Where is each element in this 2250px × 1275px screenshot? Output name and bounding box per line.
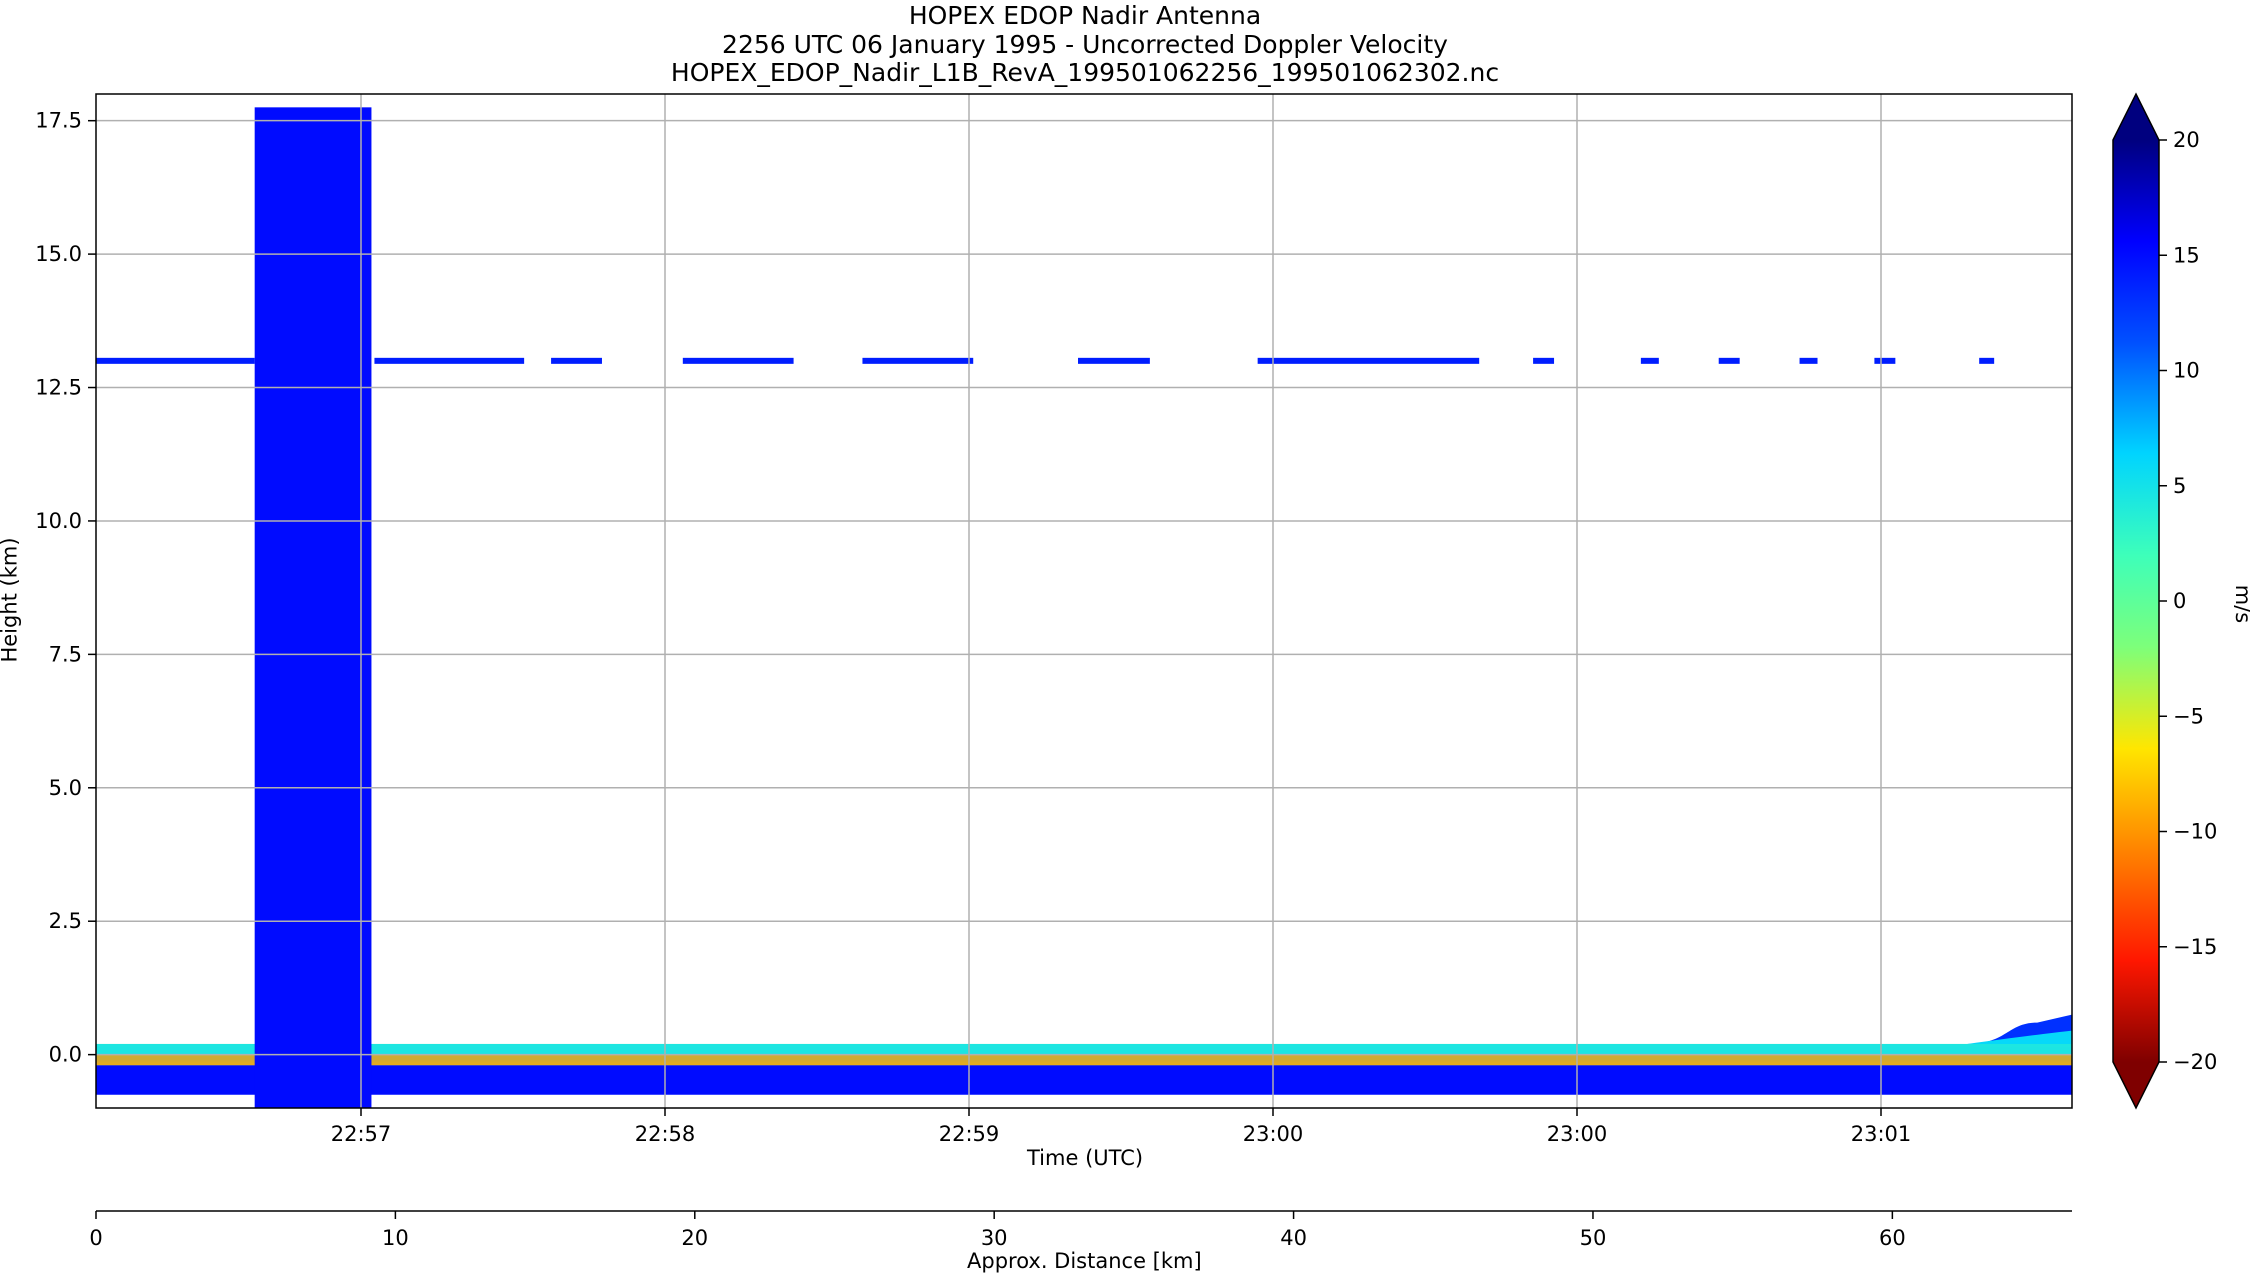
distance-tick-label: 0 (89, 1226, 102, 1250)
distance-tick-label: 30 (981, 1226, 1008, 1250)
upper-layer-segment (96, 357, 255, 364)
y-tick-label: 5.0 (49, 776, 82, 800)
upper-layer-segment (1078, 357, 1150, 364)
upper-layer-segment (1533, 357, 1555, 364)
upper-layer-segment (551, 357, 602, 364)
surface-top-layer (96, 1043, 2072, 1055)
y-tick-label: 17.5 (35, 109, 82, 133)
x-tick-label: 23:00 (1547, 1122, 1608, 1146)
surface-middle-layer (96, 1054, 2072, 1066)
colorbar-unit-label: m/s (2231, 584, 2250, 624)
colorbar-tick-label: 5 (2173, 474, 2186, 498)
chart-title-line-1: HOPEX EDOP Nadir Antenna (908, 1, 1262, 30)
upper-layer-segment (1257, 357, 1480, 364)
colorbar-tick-label: −10 (2173, 820, 2217, 844)
colorbar-tick-label: −5 (2173, 704, 2204, 728)
surface-right-rise-upper (1967, 1030, 2072, 1044)
colorbar-tick-label: −20 (2173, 1050, 2217, 1074)
colorbar-tick-label: 15 (2173, 243, 2200, 267)
y-tick-label: 10.0 (35, 509, 82, 533)
distance-axis-title: Approx. Distance [km] (967, 1249, 1202, 1273)
y-tick-label: 7.5 (49, 642, 82, 666)
upper-layer-segment (1799, 357, 1818, 364)
data-block (254, 107, 372, 1108)
x-tick-label: 23:01 (1851, 1122, 1912, 1146)
colorbar-gradient (2113, 140, 2159, 1062)
distance-tick-label: 10 (382, 1226, 409, 1250)
y-tick-label: 15.0 (35, 242, 82, 266)
upper-layer-segment (1640, 357, 1659, 364)
distance-tick-label: 60 (1879, 1226, 1906, 1250)
colorbar-extend-top (2113, 94, 2159, 140)
chart-title-line-3: HOPEX_EDOP_Nadir_L1B_RevA_199501062256_1… (670, 58, 1500, 87)
distance-tick-label: 40 (1280, 1226, 1307, 1250)
distance-tick-label: 20 (681, 1226, 708, 1250)
upper-layer-segment (1979, 357, 1995, 364)
colorbar-tick-label: 0 (2173, 589, 2186, 613)
plot-frame (95, 93, 2073, 1109)
x-tick-label: 23:00 (1243, 1122, 1304, 1146)
upper-layer-segment (862, 357, 974, 364)
x-axis-title: Time (UTC) (1027, 1146, 1144, 1170)
upper-layer-segment (374, 357, 525, 364)
y-tick-label: 2.5 (49, 909, 82, 933)
upper-layer-segment (1874, 357, 1896, 364)
x-tick-label: 22:57 (331, 1122, 392, 1146)
chart-title-line-2: 2256 UTC 06 January 1995 - Uncorrected D… (722, 30, 1448, 59)
upper-layer-segment (1718, 357, 1740, 364)
upper-layer-segment (682, 357, 794, 364)
plot-background (96, 94, 2072, 1108)
surface-bottom-layer (96, 1065, 2072, 1095)
x-tick-label: 22:59 (939, 1122, 1000, 1146)
y-tick-label: 0.0 (49, 1043, 82, 1067)
colorbar-tick-label: 10 (2173, 359, 2200, 383)
colorbar-tick-label: −15 (2173, 935, 2217, 959)
x-tick-label: 22:58 (635, 1122, 696, 1146)
colorbar-extend-bottom (2113, 1062, 2159, 1108)
colorbar-tick-label: 20 (2173, 128, 2200, 152)
y-axis-title: Height (km) (0, 537, 22, 663)
distance-tick-label: 50 (1580, 1226, 1607, 1250)
y-tick-label: 12.5 (35, 376, 82, 400)
colorbar: 20 15 10 5 0 −5 −10 −15 −20 (2112, 92, 2217, 1110)
heatmap-plot: 0.0 2.5 5.0 7.5 10.0 12.5 15.0 17.5 22:57 22:58 22… (35, 93, 2073, 1250)
